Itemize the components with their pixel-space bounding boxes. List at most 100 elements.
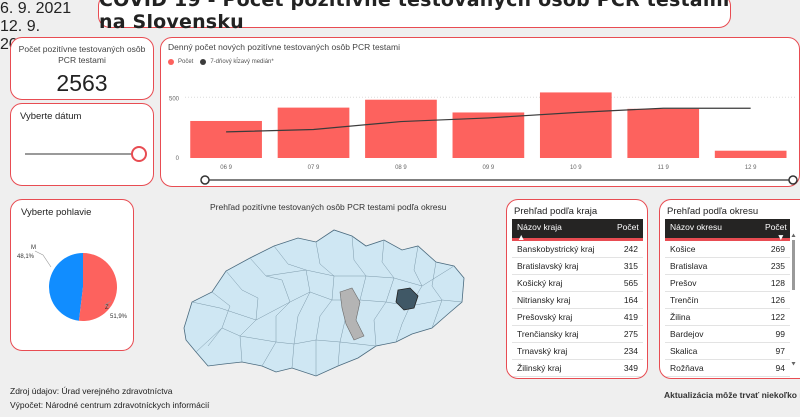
- footer-source: Zdroj údajov: Úrad verejného zdravotníct…: [10, 384, 209, 412]
- bar: [452, 112, 525, 158]
- district-highlight-dark[interactable]: [395, 287, 419, 311]
- x-tick-label: 10 9: [570, 165, 582, 171]
- range-slider-start-handle[interactable]: [200, 175, 210, 185]
- kraj-row-name: Žilinský kraj: [517, 363, 562, 373]
- okres-row-name: Trenčín: [670, 295, 699, 305]
- chart-title: Denný počet nových pozitívne testovaných…: [168, 42, 400, 52]
- pie-label-name: Z: [105, 305, 109, 311]
- okres-row[interactable]: Bratislava 235: [665, 258, 790, 275]
- kraj-row[interactable]: Prešovský kraj 419: [512, 309, 643, 326]
- okres-row[interactable]: Košice - okolie70: [665, 377, 790, 378]
- kraj-row[interactable]: Bratislavský kraj 315: [512, 258, 643, 275]
- pie-leader-line: [104, 300, 112, 308]
- okres-row[interactable]: Rožňava 94: [665, 360, 790, 377]
- x-tick-label: 08 9: [395, 165, 407, 171]
- range-slider-end-handle[interactable]: [788, 175, 798, 185]
- okres-row[interactable]: Skalica 97: [665, 343, 790, 360]
- kraj-row-name: Nitriansky kraj: [517, 295, 571, 305]
- okres-table-card: Prehľad podľa okresu Názov okresu Počet ▼…: [659, 199, 800, 379]
- pie-label-name: M: [31, 245, 36, 251]
- okres-row-count: 122: [770, 312, 785, 322]
- kraj-row[interactable]: Košický kraj 565: [512, 275, 643, 292]
- okres-row-count: 99: [775, 329, 785, 339]
- kraj-row-count: 275: [623, 329, 638, 339]
- x-tick-label: 07 9: [308, 165, 320, 171]
- kraj-col-name[interactable]: Názov kraja ▲: [517, 222, 562, 242]
- okres-row-count: 126: [770, 295, 785, 305]
- kraj-row[interactable]: Trnavský kraj 234: [512, 343, 643, 360]
- kraj-row-name: Bratislavský kraj: [517, 261, 579, 271]
- okres-col-count[interactable]: Počet ▼: [765, 222, 787, 242]
- kraj-table-card: Prehľad podľa kraja Názov kraja ▲ Počet B…: [506, 199, 648, 379]
- x-tick-label: 06 9: [220, 165, 232, 171]
- kraj-row-count: 242: [623, 244, 638, 254]
- district-highlight-gray[interactable]: [339, 287, 365, 341]
- bar: [627, 108, 700, 158]
- date-slider-track: [25, 153, 137, 155]
- pie-slice-Z[interactable]: [78, 253, 117, 321]
- kraj-row-name: Banskobystrický kraj: [517, 244, 595, 254]
- date-slider[interactable]: [25, 146, 147, 162]
- kraj-row-count: 419: [623, 312, 638, 322]
- kraj-row-count: 349: [623, 363, 638, 373]
- okres-row-count: 97: [775, 346, 785, 356]
- bar: [190, 120, 262, 158]
- okres-row[interactable]: Žilina 122: [665, 309, 790, 326]
- kraj-row[interactable]: Nitriansky kraj 164: [512, 292, 643, 309]
- median-line: [226, 107, 751, 133]
- kraj-row[interactable]: Žilinský kraj 349: [512, 360, 643, 377]
- kpi-value: 2563: [56, 70, 108, 96]
- kraj-row[interactable]: Banskobystrický kraj 242: [512, 241, 643, 258]
- date-filter-card: Vyberte dátum: [10, 103, 154, 186]
- source-text: Zdroj údajov: Úrad verejného zdravotníct…: [10, 386, 173, 396]
- okres-row[interactable]: Bardejov 99: [665, 326, 790, 343]
- kraj-table-title: Prehľad podľa kraja: [514, 206, 598, 217]
- okres-row-count: 269: [770, 244, 785, 254]
- okres-row-count: 128: [770, 278, 785, 288]
- chart-legend: Počet 7-dňový kĺzavý medián*: [168, 59, 274, 65]
- okres-row[interactable]: Košice 269: [665, 241, 790, 258]
- district-map[interactable]: [170, 216, 470, 386]
- update-note: Aktualizácia môže trvať niekoľko minút: [664, 390, 800, 400]
- page-title: COVID 19 - Počet pozitívne testovaných o…: [99, 0, 730, 33]
- okres-col-name[interactable]: Názov okresu: [670, 222, 722, 232]
- kraj-table-header: Názov kraja ▲ Počet: [512, 219, 643, 242]
- okres-row-count: 94: [775, 363, 785, 373]
- daily-bar-chart: 500 0 06 9 07 9 08 9 09 9 10 9 11 9 12 9: [169, 92, 798, 185]
- kraj-row-count: 164: [623, 295, 638, 305]
- legend-median-dot: [200, 59, 207, 65]
- bar: [714, 150, 787, 158]
- date-slider-handle[interactable]: [131, 146, 147, 162]
- legend-count-label: Počet: [178, 59, 194, 65]
- bar: [277, 107, 350, 158]
- okres-row[interactable]: Trenčín 126: [665, 292, 790, 309]
- kraj-row-name: Prešovský kraj: [517, 312, 573, 322]
- kraj-table: Názov kraja ▲ Počet Banskobystrický kraj 2…: [512, 219, 643, 377]
- okres-row-name: Rožňava: [670, 363, 704, 373]
- okres-table: Názov okresu Počet ▼ Košice 269 Bratislava 2…: [665, 219, 790, 378]
- kraj-row-count: 565: [623, 278, 638, 288]
- okres-table-header: Názov okresu Počet ▼: [665, 219, 790, 242]
- daily-chart-card: Denný počet nových pozitívne testovaných…: [160, 37, 800, 187]
- pie-slice-M[interactable]: [48, 253, 83, 321]
- okres-row-name: Bratislava: [670, 261, 708, 271]
- kraj-row-count: 234: [623, 346, 638, 356]
- okres-row-name: Bardejov: [670, 329, 704, 339]
- x-tick-label: 12 9: [745, 165, 757, 171]
- gender-card: Vyberte pohlavie M 48,1% Z 51,9%: [10, 199, 134, 351]
- okres-row-name: Skalica: [670, 346, 698, 356]
- okres-table-title: Prehľad podľa okresu: [667, 206, 759, 217]
- okres-row[interactable]: Prešov 128: [665, 275, 790, 292]
- x-tick-label: 09 9: [483, 165, 495, 171]
- legend-count-dot: [168, 59, 174, 65]
- kraj-col-count[interactable]: Počet: [617, 222, 639, 232]
- pie-leader-line: [34, 250, 52, 268]
- pie-label-pct: 51,9%: [110, 314, 128, 320]
- x-tick-label: 11 9: [658, 165, 670, 171]
- legend-median-label: 7-dňový kĺzavý medián*: [210, 59, 274, 65]
- okres-scrollbar[interactable]: [791, 233, 796, 366]
- date-from-input[interactable]: 6. 9. 2021: [0, 0, 72, 17]
- gender-pie-chart: M 48,1% Z51,9%: [17, 245, 128, 321]
- date-filter-label: Vyberte dátum: [20, 111, 82, 122]
- kraj-row[interactable]: Trenčiansky kraj 275: [512, 326, 643, 343]
